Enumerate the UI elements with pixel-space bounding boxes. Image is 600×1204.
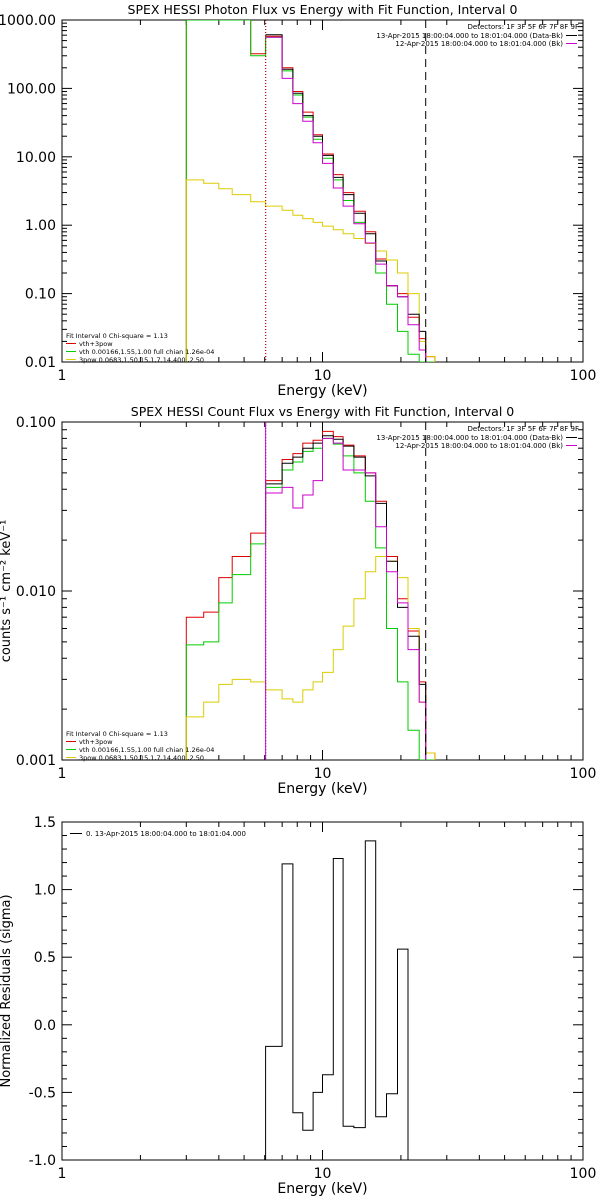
- y-tick-label: 10.00: [16, 150, 56, 166]
- panel-2: 1 10 100 0.001 0.010 0.100 SPEX HESSI Count Fl…: [0, 404, 596, 797]
- y-axis-label: Normalized Residuals (sigma): [0, 894, 14, 1087]
- legend-left-text: vth 0.00166,1.55,1.00 full chian 1.26e-0…: [79, 348, 214, 356]
- legend-right-text: 12-Apr-2015 18:00:04.000 to 18:01:04.000…: [395, 442, 563, 450]
- x-axis-label: Energy (keV): [277, 781, 367, 797]
- fit-header: Fit Interval 0 Chi-square = 1.13: [66, 730, 168, 738]
- y-tick-label: 0.5: [34, 950, 56, 966]
- x-axis-label: Energy (keV): [277, 383, 367, 399]
- series-line-3: [185, 179, 436, 362]
- data-layer: [185, 20, 436, 362]
- panel-1: 1 10 100 0.01 0.10 1.00 10.00 100.00 1000.00 SPEX…: [0, 2, 596, 399]
- y-tick-label: 100.00: [7, 81, 56, 97]
- y-tick-label: -0.5: [29, 1085, 56, 1101]
- x-tick-label: 100: [570, 766, 597, 782]
- legend-right-text: 13-Apr-2015 18:00:04.000 to 18:01:04.000…: [376, 32, 563, 40]
- x-tick-label: 10: [314, 1166, 332, 1182]
- y-tick-label: 0.001: [16, 753, 56, 769]
- data-layer: [265, 840, 409, 1160]
- y-tick-label: 0.010: [16, 584, 56, 600]
- y-tick-label: 1.00: [25, 218, 56, 234]
- y-tick-label: 0.0: [34, 1018, 56, 1034]
- legend-right-text: 12-Apr-2015 18:00:04.000 to 18:01:04.000…: [395, 40, 563, 48]
- chart-title: SPEX HESSI Photon Flux vs Energy with Fi…: [128, 2, 518, 17]
- x-tick-label: 1: [58, 1166, 67, 1182]
- x-tick-label: 1: [58, 368, 67, 384]
- y-tick-label: 0.10: [25, 287, 56, 303]
- y-tick-label: 1.0: [34, 883, 56, 899]
- legend-left-text: 3pow 0.0683,1.50,15.1,7.14,400.,2.50: [79, 356, 204, 364]
- y-tick-label: 1.5: [34, 815, 56, 831]
- x-tick-label: 100: [570, 368, 597, 384]
- x-tick-label: 10: [314, 368, 332, 384]
- series-line-1: [185, 430, 436, 760]
- panel-3: 1 10 100 -1.0 -0.5 0.0 0.5 1.0 1.5 Energy (keV) No…: [0, 815, 596, 1197]
- x-axis-label: Energy (keV): [277, 1181, 367, 1197]
- legend-right-text: 13-Apr-2015 18:00:04.000 to 18:01:04.000…: [376, 434, 563, 442]
- legend-top-text: 0. 13-Apr-2015 18:00:04.000 to 18:01:04.…: [86, 830, 246, 838]
- y-tick-label: 0.100: [16, 415, 56, 431]
- detectors-label: Detectors: 1F 3F 5F 6F 7F 8F 9F: [468, 425, 579, 433]
- y-axis-label: counts s⁻¹ cm⁻² keV⁻¹: [0, 520, 14, 663]
- legend-left-text: 3pow 0.0683,1.50,15.1,7.14,400.,2.50: [79, 754, 204, 762]
- x-tick-label: 10: [314, 766, 332, 782]
- data-layer: [185, 430, 436, 760]
- series-line-5: [265, 437, 427, 760]
- series-line-3: [185, 556, 436, 760]
- detectors-label: Detectors: 1F 3F 5F 6F 7F 8F 9F: [468, 23, 579, 31]
- fit-header: Fit Interval 0 Chi-square = 1.13: [66, 332, 168, 340]
- legend-left-text: vth 0.00166,1.55,1.00 full chian 1.26e-0…: [79, 746, 214, 754]
- y-tick-label: 0.01: [25, 355, 56, 371]
- x-tick-label: 1: [58, 766, 67, 782]
- x-tick-label: 100: [570, 1166, 597, 1182]
- y-tick-label: -1.0: [29, 1153, 56, 1169]
- chart-title: SPEX HESSI Count Flux vs Energy with Fit…: [131, 404, 514, 419]
- legend-left-text: vth+3pow: [79, 738, 113, 746]
- legend-left-text: vth+3pow: [79, 340, 113, 348]
- series-line-5: [265, 36, 427, 362]
- y-tick-label: 1000.00: [0, 13, 56, 29]
- series-line-1: [265, 840, 409, 1160]
